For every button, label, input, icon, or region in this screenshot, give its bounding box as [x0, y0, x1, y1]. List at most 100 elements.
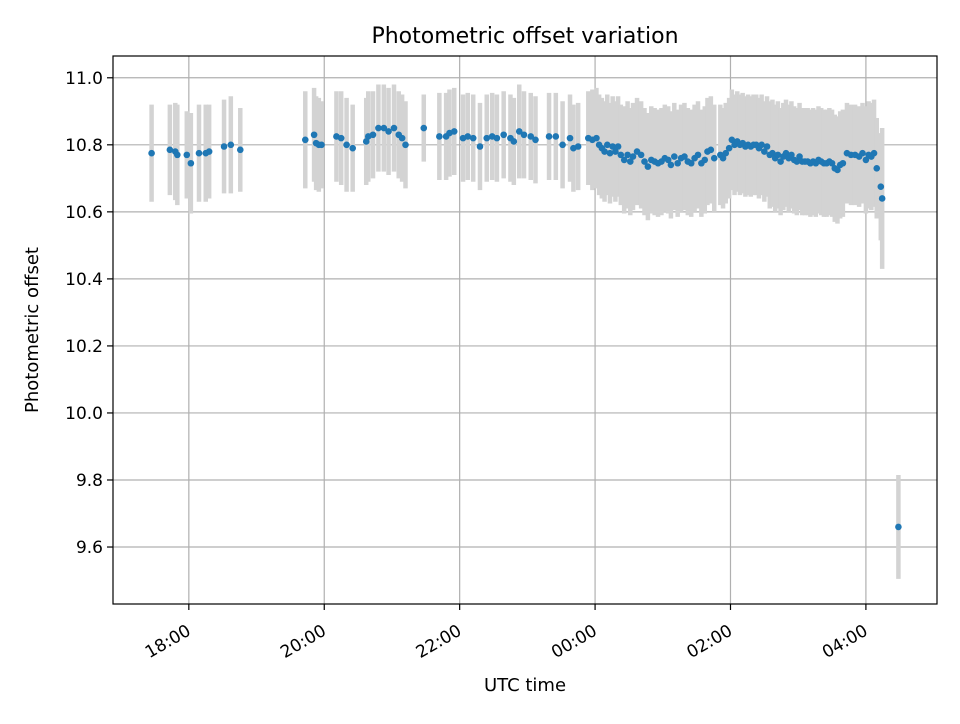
- data-point: [694, 151, 702, 159]
- data-point: [166, 146, 174, 154]
- data-point: [687, 159, 695, 167]
- data-point: [310, 131, 318, 139]
- y-tick-label: 10.2: [65, 337, 103, 357]
- data-point: [195, 149, 203, 157]
- data-point: [574, 143, 582, 150]
- data-point: [862, 156, 870, 164]
- data-point: [545, 133, 553, 140]
- data-point: [362, 138, 370, 145]
- data-point: [601, 148, 608, 155]
- data-point: [609, 143, 616, 150]
- data-point: [873, 164, 881, 172]
- data-point: [674, 159, 681, 167]
- data-point: [707, 146, 715, 154]
- data-point: [301, 136, 309, 144]
- data-point: [796, 153, 803, 160]
- data-point: [782, 149, 790, 157]
- data-point: [236, 146, 244, 154]
- data-point: [469, 134, 477, 142]
- data-point: [769, 149, 776, 157]
- x-axis-label: UTC time: [484, 675, 566, 696]
- data-point: [612, 148, 619, 155]
- data-point: [617, 151, 625, 159]
- data-point: [183, 151, 191, 159]
- data-point: [701, 156, 709, 164]
- data-point: [839, 159, 847, 167]
- data-point: [641, 158, 648, 165]
- data-point: [629, 153, 637, 160]
- data-point: [527, 133, 535, 140]
- y-tick-label: 10.4: [65, 270, 103, 290]
- data-point: [148, 149, 155, 157]
- data-point: [369, 131, 377, 139]
- data-point: [476, 143, 484, 150]
- y-tick-label: 9.8: [76, 471, 103, 491]
- data-point: [515, 128, 523, 135]
- data-point: [834, 166, 841, 174]
- data-point: [532, 136, 539, 144]
- data-point: [877, 183, 885, 191]
- data-point: [722, 149, 730, 157]
- data-point: [667, 161, 675, 169]
- data-point: [559, 141, 566, 149]
- data-point: [664, 156, 672, 164]
- data-point: [626, 158, 634, 165]
- data-points: [148, 124, 902, 531]
- y-tick-label: 9.6: [76, 538, 103, 558]
- grid: [113, 56, 937, 604]
- data-point: [624, 151, 631, 159]
- y-tick-label: 10.6: [65, 203, 103, 223]
- data-point: [774, 151, 782, 159]
- data-point: [483, 134, 491, 142]
- data-point: [375, 124, 382, 132]
- data-point: [606, 149, 614, 157]
- data-point: [763, 143, 771, 150]
- data-point: [380, 124, 388, 132]
- data-point: [859, 149, 866, 157]
- data-point: [761, 148, 768, 155]
- data-point: [174, 151, 181, 159]
- data-point: [710, 154, 718, 162]
- y-tick-label: 10.8: [65, 136, 103, 156]
- data-point: [593, 134, 600, 142]
- data-point: [464, 133, 472, 140]
- data-point: [318, 141, 325, 149]
- data-point: [187, 159, 195, 167]
- data-point: [637, 151, 645, 159]
- data-point: [390, 124, 398, 132]
- data-point: [644, 163, 652, 170]
- data-point: [436, 133, 443, 140]
- data-point: [420, 124, 428, 132]
- data-point: [398, 134, 406, 142]
- plot-frame: [112, 55, 938, 605]
- data-point: [349, 144, 356, 152]
- data-point: [828, 159, 836, 167]
- chart-title: Photometric offset variation: [371, 24, 678, 49]
- data-point: [895, 523, 902, 531]
- data-point: [728, 136, 736, 144]
- data-point: [385, 128, 392, 135]
- data-point: [870, 149, 878, 157]
- data-point: [758, 141, 765, 149]
- data-point: [603, 141, 611, 149]
- data-point: [343, 141, 350, 149]
- y-axis-label: Photometric offset: [22, 247, 43, 413]
- data-point: [793, 158, 801, 165]
- data-point: [205, 148, 213, 155]
- data-point: [402, 141, 409, 149]
- data-point: [552, 133, 560, 140]
- data-point: [777, 158, 784, 165]
- data-point: [725, 144, 733, 152]
- data-point: [566, 134, 574, 142]
- data-point: [620, 156, 628, 164]
- data-point: [520, 131, 528, 139]
- data-point: [450, 128, 458, 135]
- data-point: [337, 134, 345, 142]
- y-tick-label: 11.0: [65, 69, 103, 89]
- data-point: [670, 153, 678, 160]
- data-point: [227, 141, 235, 149]
- data-point: [878, 195, 886, 202]
- data-point: [500, 131, 507, 139]
